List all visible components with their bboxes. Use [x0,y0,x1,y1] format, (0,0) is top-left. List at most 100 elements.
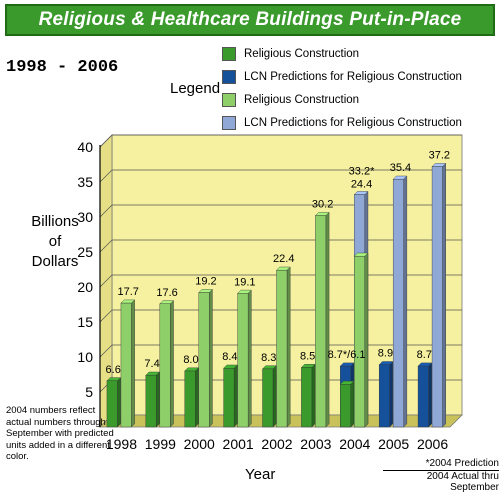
bar-religious [145,375,157,428]
gridline-side [99,239,113,253]
data-label: 17.6 [156,287,177,299]
bar-religious-total-side [325,211,330,428]
data-label: 8.4 [222,351,237,363]
y-axis-label-line: Billions [31,213,79,230]
bar-religious-total-side [170,300,174,428]
data-label: 8.3 [261,352,276,364]
y-tick-label: 10 [77,349,93,365]
bar-religious-total [159,303,171,428]
bar-religious-total [120,302,132,428]
x-tick-label: 2003 [300,436,331,452]
bar-lcn-prediction [378,364,390,428]
x-tick-label: 2004 [339,436,370,452]
bar-lcn-prediction [417,365,429,428]
data-label: 8.9 [378,348,393,360]
x-tick-label: 2002 [261,436,292,452]
gridline-side [99,274,113,288]
prediction-note-line2: 2004 Actual thru September [426,471,499,493]
bar-religious-total-side [364,252,369,428]
footnote-2004: 2004 numbers reflect actual numbers thro… [6,405,114,462]
bar-religious [301,367,313,428]
y-tick-label: 35 [77,174,93,190]
y-tick-label: 5 [85,384,93,400]
title-banner: Religious & Healthcare Buildings Put-in-… [5,4,495,36]
bar-religious-total-side [209,288,213,428]
gridline-side [99,344,113,358]
data-label: 19.2 [195,276,216,288]
bar-religious [340,384,351,428]
y-tick-label: 25 [77,244,93,260]
bar-religious-side [311,363,316,428]
data-label: 8.5 [300,351,315,363]
bar-religious-total-side [247,289,252,428]
y-axis-label-line: of [48,233,62,250]
gridline-side [99,169,113,183]
bar-religious-total [198,292,210,428]
legend-label: Religious Construction [244,94,360,106]
prediction-note-line1: *2004 Prediction [383,458,499,471]
x-tick-label: 2006 [417,436,448,452]
data-label: 17.7 [117,286,138,298]
legend-item-lcn-light: LCN Predictions for Religious Constructi… [222,116,462,130]
data-label: 33.2* [349,166,375,178]
bar-religious-total [237,293,249,428]
legend-item-religious-dark: Religious Construction [222,47,359,61]
legend-label: Religious Construction [244,48,360,60]
legend-label: LCN Predictions for Religious Constructi… [244,117,462,129]
bar-religious [184,370,196,428]
prediction-note: *2004 Prediction 2004 Actual thru Septem… [383,458,499,493]
legend-swatch [222,93,236,107]
legend-item-lcn-dark: LCN Predictions for Religious Constructi… [222,70,462,84]
legend-swatch [222,47,236,61]
x-tick-label: 2000 [184,436,215,452]
y-tick-label: 15 [77,314,93,330]
data-label: 37.2 [429,150,450,162]
y-axis-label-line: Dollars [31,253,79,270]
data-label: 19.1 [234,276,255,288]
legend-title: Legend [170,80,221,97]
x-axis-label: Year [245,466,276,483]
data-label: 22.4 [273,253,294,265]
x-tick-label: 2001 [223,436,254,452]
data-label: 8.7 [417,349,432,361]
bar-religious [106,380,118,428]
bar-lcn-prediction-total-side [403,175,408,428]
legend-item-religious-light: Religious Construction [222,93,359,107]
bar-religious-total [276,270,288,428]
x-tick-label: 1999 [145,436,176,452]
bar-lcn-prediction-side [428,362,432,428]
gridline-side [99,204,113,218]
y-tick-label: 40 [77,139,93,155]
data-label: 24.4 [351,179,372,191]
data-label: 8.7*/6.1 [328,349,366,361]
gridline-side [99,309,113,323]
data-label: 6.6 [106,364,121,376]
bar-lcn-prediction-total [431,166,443,428]
bar-lcn-prediction-total-side [442,162,446,428]
bar-lcn-prediction-total [392,178,404,428]
data-label: 8.0 [183,354,198,366]
bar-religious-side [233,364,238,428]
period-label: 1998 - 2006 [6,58,119,77]
bar-religious-total-side [286,266,291,428]
bar-religious-side [195,367,199,428]
data-label: 7.4 [144,358,159,370]
bar-religious-side [350,380,355,428]
gridline-side [99,134,113,148]
bar-religious [223,368,235,428]
legend-swatch [222,116,236,130]
legend-label: LCN Predictions for Religious Constructi… [244,71,462,83]
bar-religious-side [272,365,277,428]
x-tick-label: 1998 [106,436,137,452]
data-label: 30.2 [312,199,333,211]
y-tick-label: 20 [77,279,93,295]
y-axis-label: Billions of Dollars [10,212,100,272]
bar-lcn-prediction-side [389,361,394,428]
bar-religious-total-side [131,299,135,428]
bar-religious [262,368,274,428]
bar-religious-total [315,215,327,428]
bar-religious-total [354,256,365,428]
bar-religious-side [156,371,160,428]
chart-title: Religious & Healthcare Buildings Put-in-… [38,9,462,30]
